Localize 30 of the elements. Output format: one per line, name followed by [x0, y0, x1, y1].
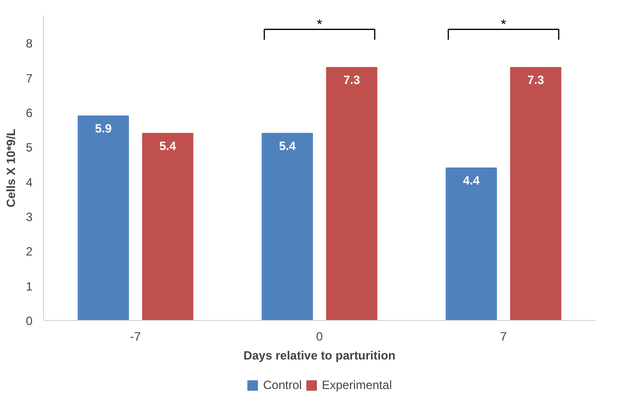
- y-tick-label: 4: [26, 175, 33, 190]
- legend-label: Control: [263, 378, 302, 392]
- y-tick-label: 6: [26, 106, 33, 120]
- y-tick-label: 1: [26, 279, 33, 294]
- x-tick-label: 0: [316, 330, 324, 344]
- y-tick-label: 5: [26, 140, 33, 155]
- annotation: *: [500, 16, 507, 32]
- y-tick-label: 8: [26, 36, 33, 51]
- data-label: 5.9: [94, 122, 112, 136]
- bar: [78, 116, 129, 320]
- y-tick-label: 3: [26, 210, 33, 224]
- bar: [510, 66, 562, 320]
- data-label: 7.3: [527, 72, 544, 87]
- x-tick-label: 7: [500, 330, 508, 344]
- bar: [142, 132, 194, 320]
- y-tick-label: 0: [26, 314, 33, 328]
- legend-label: Experimental: [322, 378, 392, 392]
- data-label: 5.4: [159, 138, 176, 153]
- bar: [326, 66, 378, 320]
- y-tick-label: 2: [26, 244, 33, 259]
- x-axis-title: Days relative to parturition: [243, 348, 396, 362]
- data-label: 4.4: [462, 174, 480, 188]
- bar: [262, 132, 313, 320]
- y-tick-label: 7: [26, 71, 33, 86]
- annotation: *: [316, 16, 323, 32]
- data-label: 5.4: [278, 138, 296, 153]
- y-axis-title: Cells X 10*9/L: [4, 128, 18, 208]
- bar: [446, 168, 497, 320]
- x-tick-label: -7: [130, 330, 142, 344]
- data-label: 7.3: [343, 72, 360, 87]
